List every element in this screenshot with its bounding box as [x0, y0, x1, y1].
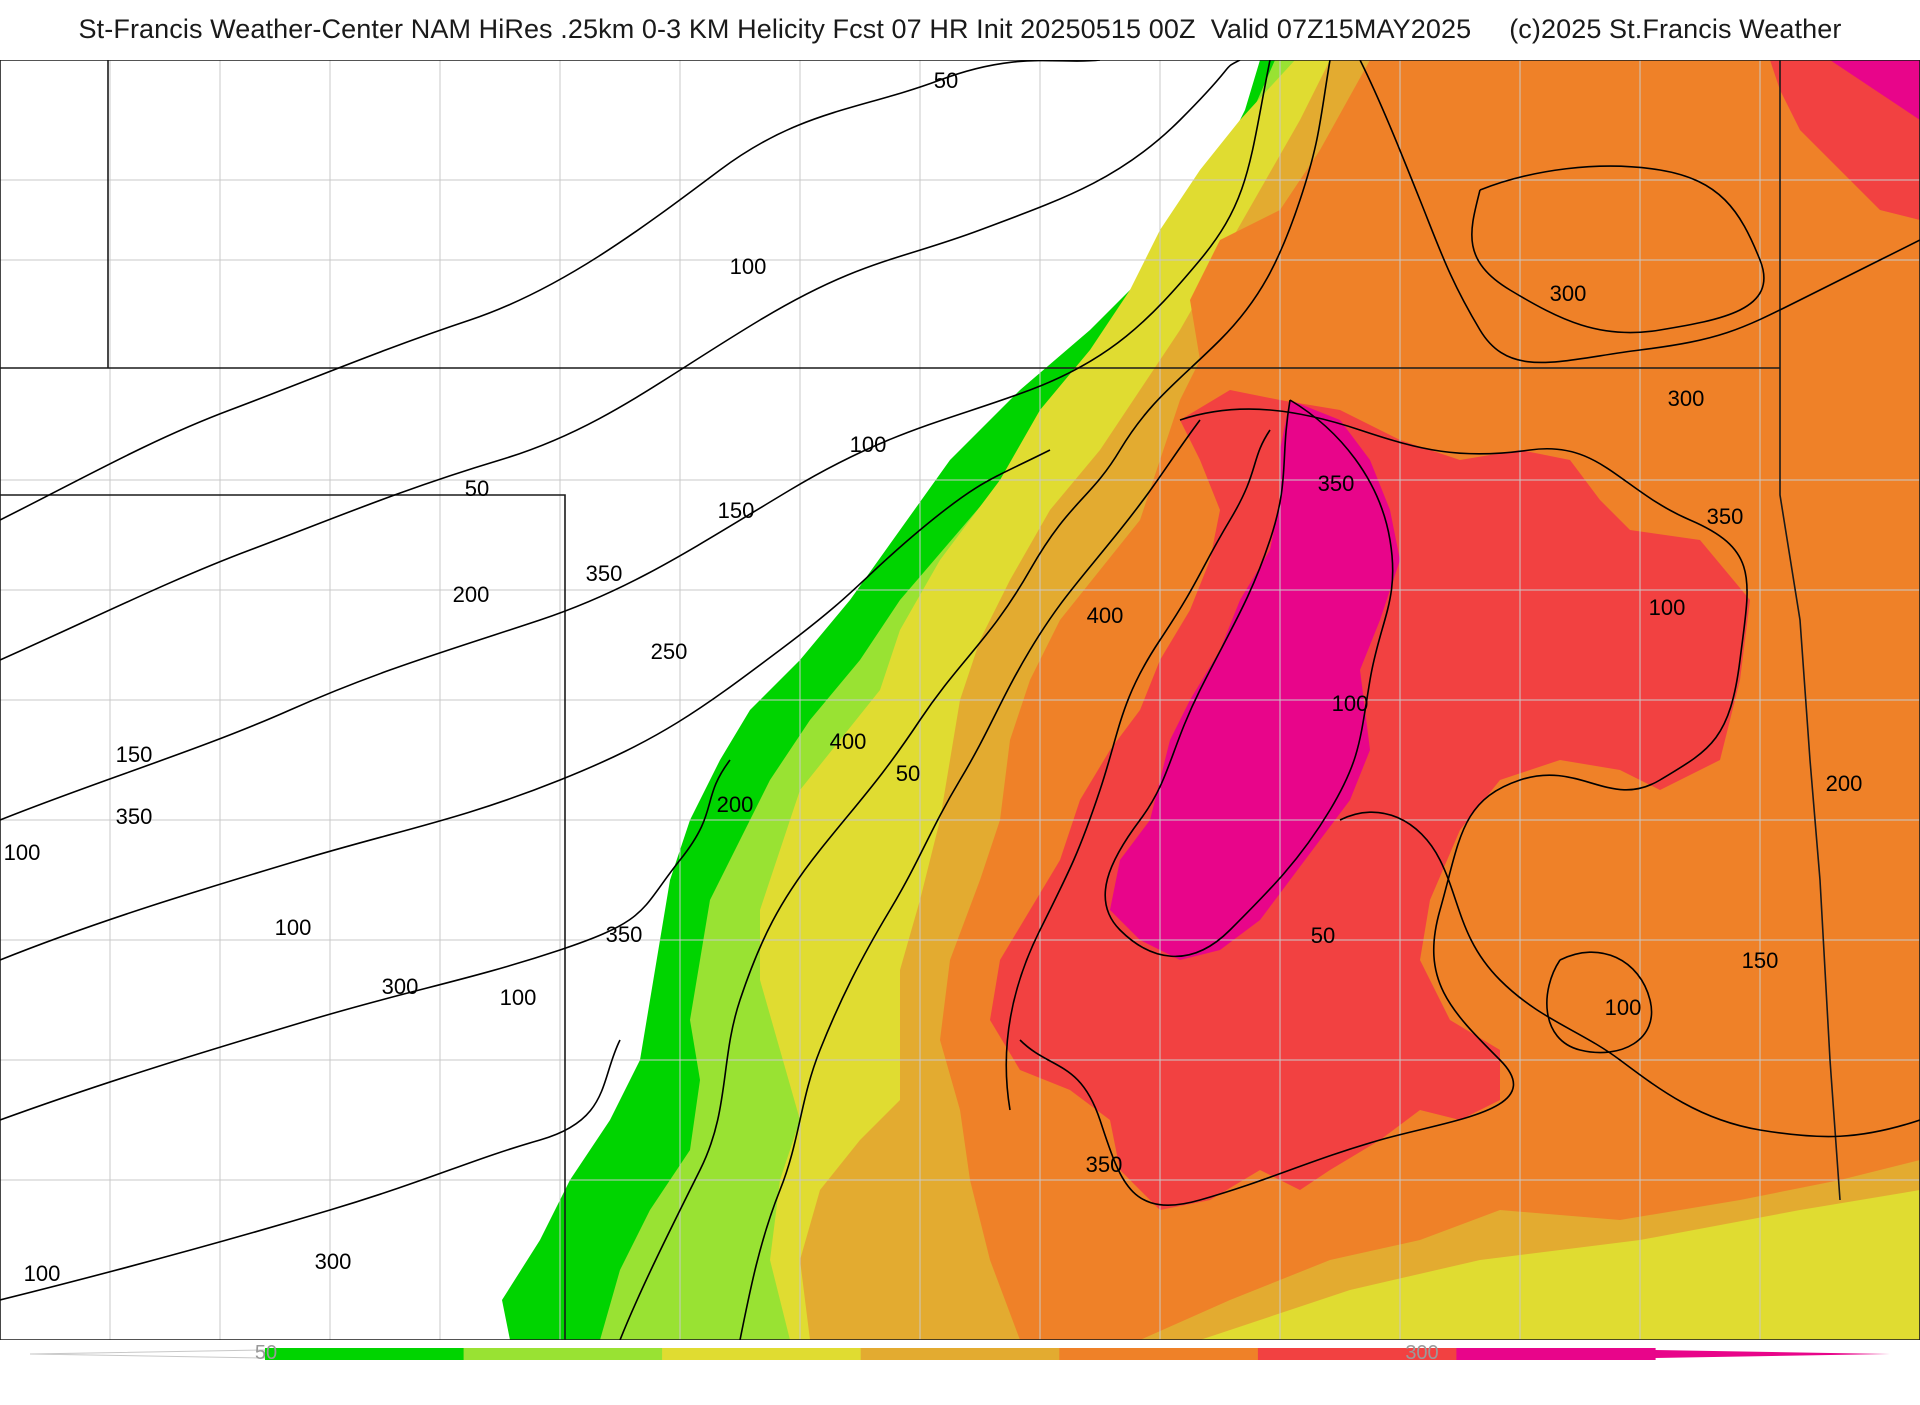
contour-label: 150	[718, 498, 755, 523]
contour-labels: 50 100 300 300 100 350 50 150 350 350 20…	[4, 68, 1863, 1286]
contour-label: 350	[606, 922, 643, 947]
contour-label: 150	[116, 742, 153, 767]
colorbar-segment	[265, 1348, 465, 1360]
colorbar-segment	[1257, 1348, 1458, 1360]
contour-label: 350	[1086, 1152, 1123, 1177]
contour-label: 350	[1318, 471, 1355, 496]
contour-label: 100	[1332, 691, 1369, 716]
colorbar-tick-label: 300	[1405, 1342, 1438, 1364]
colorbar-segment	[1059, 1348, 1259, 1360]
colorbar-segment	[1456, 1348, 1656, 1360]
contour-label: 400	[830, 729, 867, 754]
contour-label: 100	[4, 840, 41, 865]
contour-label: 350	[586, 561, 623, 586]
contour-label: 250	[651, 639, 688, 664]
contour-label: 100	[730, 254, 767, 279]
contour-label: 100	[1605, 995, 1642, 1020]
helicity-fill-magenta-patch	[1830, 60, 1920, 120]
colorbar-tick-label: 50	[255, 1342, 277, 1364]
helicity-map: 50 100 300 300 100 350 50 150 350 350 20…	[0, 60, 1920, 1340]
contour-label: 100	[850, 432, 887, 457]
contour-label: 50	[1311, 923, 1335, 948]
contour-label: 200	[453, 582, 490, 607]
contour-label: 100	[24, 1261, 61, 1286]
contour-label: 50	[934, 68, 958, 93]
state-borders	[0, 60, 1920, 1340]
helicity-contours	[0, 60, 1920, 1340]
contour-label: 200	[717, 792, 754, 817]
contour-label: 100	[1649, 595, 1686, 620]
contour-label: 350	[1707, 504, 1744, 529]
contour-label: 50	[465, 476, 489, 501]
contour-label: 300	[1668, 386, 1705, 411]
contour-label: 400	[1087, 603, 1124, 628]
contour-label: 300	[315, 1249, 352, 1274]
contour-label: 350	[116, 804, 153, 829]
colorbar-svg: 50 300	[29, 1342, 1890, 1364]
contour-label: 300	[1550, 281, 1587, 306]
contour-label: 100	[275, 915, 312, 940]
map-title: St-Francis Weather-Center NAM HiRes .25k…	[78, 14, 1842, 44]
colorbar: 50 300	[0, 1340, 1920, 1400]
colorbar-segment	[662, 1348, 862, 1360]
colorbar-right-arrow	[1655, 1350, 1890, 1358]
contour-label: 300	[382, 974, 419, 999]
colorbar-left-arrow	[29, 1349, 266, 1359]
contour-label: 150	[1742, 948, 1779, 973]
colorbar-segments	[265, 1348, 1656, 1360]
contour-label: 100	[500, 985, 537, 1010]
contour-label: 50	[896, 761, 920, 786]
helicity-fill-red	[990, 390, 1750, 1210]
helicity-map-canvas: 50 100 300 300 100 350 50 150 350 350 20…	[0, 60, 1920, 1340]
colorbar-segment	[860, 1348, 1060, 1360]
county-borders	[0, 60, 1920, 1340]
contour-label: 200	[1826, 771, 1863, 796]
colorbar-segment	[463, 1348, 663, 1360]
